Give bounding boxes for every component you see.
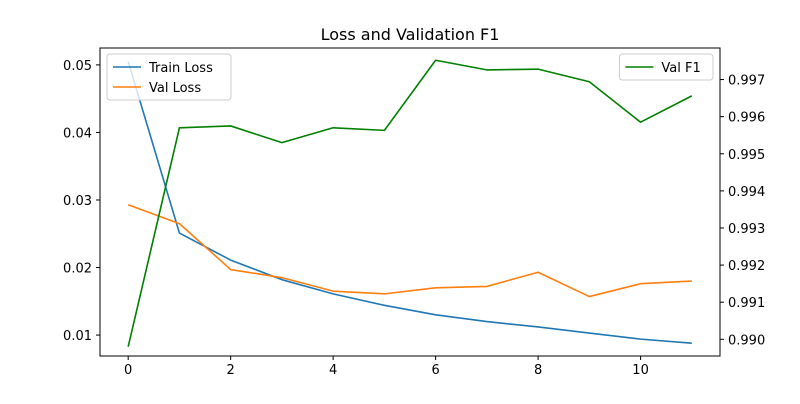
y-right-tick-label: 0.994: [728, 185, 765, 200]
y-right-tick-label: 0.990: [728, 333, 765, 348]
y-left-tick-label: 0.02: [63, 262, 92, 277]
legend-label: Train Loss: [148, 61, 213, 76]
legend-label: Val Loss: [149, 81, 201, 96]
x-tick-label: 0: [124, 363, 132, 378]
y-right-tick-label: 0.993: [728, 222, 765, 237]
x-tick-label: 4: [329, 363, 337, 378]
y-left-tick-label: 0.01: [63, 329, 92, 344]
series-line-val-loss: [127, 203, 692, 298]
y-left-tick-label: 0.04: [63, 126, 92, 141]
y-right-tick-label: 0.995: [728, 148, 765, 163]
chart-title: Loss and Validation F1: [321, 25, 500, 44]
y-left-tick-label: 0.05: [63, 59, 92, 74]
legend-top-left: Train Loss Val Loss: [106, 53, 232, 101]
plot-frame: [99, 47, 721, 357]
legend-box: [618, 53, 714, 81]
legend-box: [106, 53, 232, 101]
legend-top-right: Val F1: [618, 53, 714, 81]
x-tick-label: 10: [632, 363, 649, 378]
y-right-tick-label: 0.997: [728, 74, 765, 89]
series-line-val-f1: [127, 59, 693, 347]
y-left-tick-label: 0.03: [63, 194, 92, 209]
x-tick-label: 8: [534, 363, 542, 378]
x-tick-label: 6: [431, 363, 439, 378]
y-right-tick-label: 0.991: [728, 296, 765, 311]
legend-label: Val F1: [661, 61, 700, 76]
y-right-tick-label: 0.996: [728, 111, 765, 126]
y-right-tick-label: 0.992: [728, 259, 765, 274]
series-line-train-loss: [127, 61, 692, 344]
x-tick-label: 2: [227, 363, 235, 378]
